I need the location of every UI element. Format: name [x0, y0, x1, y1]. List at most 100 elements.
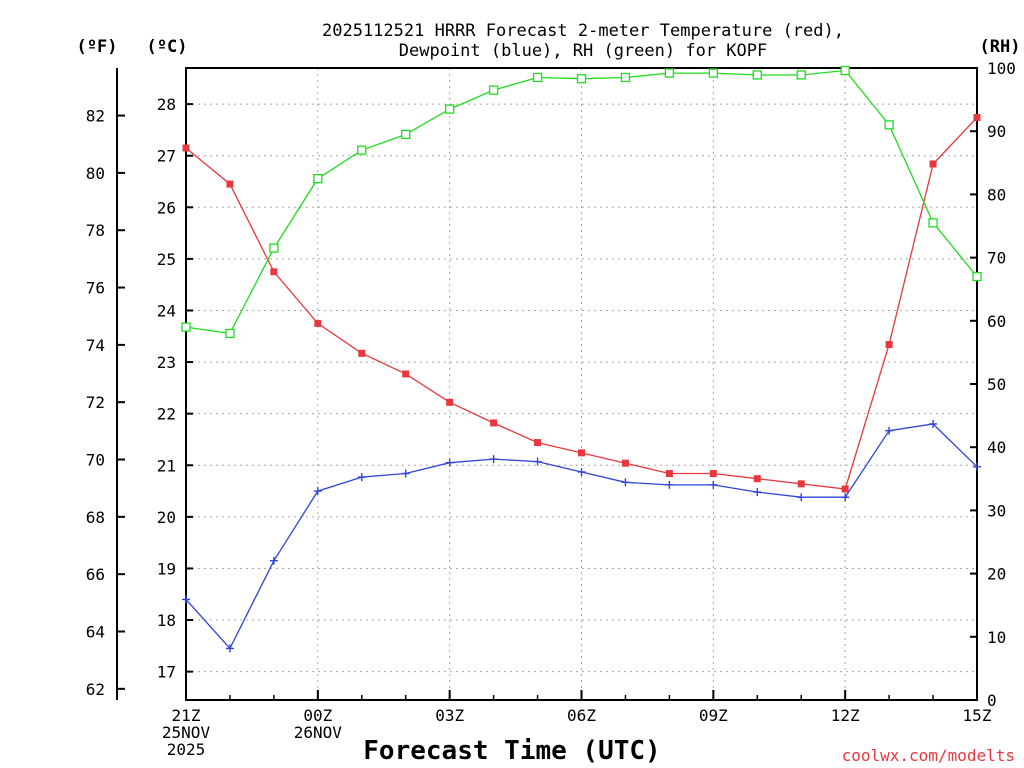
dewpoint-point [929, 419, 938, 428]
celsius-tick-label: 26 [157, 198, 176, 217]
dewpoint-point [401, 469, 410, 478]
dewpoint-point [577, 467, 586, 476]
x-tick-label: 00Z [303, 706, 332, 725]
celsius-tick-label: 22 [157, 405, 176, 424]
celsius-tick-label: 20 [157, 508, 176, 527]
temperature-point [665, 470, 673, 478]
rh-tick-label: 50 [987, 375, 1006, 394]
rh-point [445, 104, 455, 114]
temperature-point [182, 144, 190, 152]
fahrenheit-axis-unit: (ºF) [77, 37, 118, 57]
fahrenheit-tick-label: 66 [86, 565, 105, 584]
dewpoint-point [313, 487, 322, 496]
x-tick-label: 2025 [167, 740, 206, 759]
fahrenheit-tick-label: 80 [86, 164, 105, 183]
celsius-tick-label: 19 [157, 559, 176, 578]
dewpoint-point [665, 480, 674, 489]
x-tick-label: 06Z [567, 706, 596, 725]
temperature-point [446, 398, 454, 406]
dewpoint-point [269, 556, 278, 565]
fahrenheit-tick-label: 82 [86, 107, 105, 126]
dewpoint-point [621, 478, 630, 487]
rh-tick-label: 60 [987, 312, 1006, 331]
rh-point [928, 218, 938, 228]
x-tick-label: 21Z [172, 706, 201, 725]
temperature-point [621, 459, 629, 467]
fahrenheit-tick-label: 68 [86, 508, 105, 527]
temperature-point [490, 419, 498, 427]
temperature-point [534, 439, 542, 447]
temperature-point [973, 114, 981, 122]
x-tick-label: 09Z [699, 706, 728, 725]
rh-tick-label: 100 [987, 59, 1016, 78]
rh-point [225, 328, 235, 339]
temperature-point [402, 370, 410, 378]
celsius-tick-label: 24 [157, 301, 176, 320]
plot-frame [185, 67, 978, 701]
x-tick-label: 03Z [435, 706, 464, 725]
fahrenheit-tick-label: 74 [86, 336, 105, 355]
celsius-tick-label: 28 [157, 95, 176, 114]
rh-point [972, 271, 982, 282]
rh-point [884, 120, 894, 130]
rh-point [840, 65, 850, 76]
temperature-point [270, 268, 278, 276]
dewpoint-point [533, 457, 542, 466]
temperature-point [797, 480, 805, 488]
rh-axis-unit: (RH) [980, 37, 1021, 57]
rh-point [708, 68, 718, 78]
rh-tick-label: 30 [987, 501, 1006, 520]
fahrenheit-tick-label: 72 [86, 393, 105, 412]
rh-point [313, 173, 323, 184]
temperature-point [841, 485, 849, 493]
chart-title-line2: Dewpoint (blue), RH (green) for KOPF [399, 41, 767, 61]
dewpoint-point [709, 480, 718, 489]
dewpoint-point [841, 493, 850, 502]
dewpoint-point [489, 455, 498, 464]
temperature-point [753, 475, 761, 483]
chart-title-line1: 2025112521 HRRR Forecast 2-meter Tempera… [322, 21, 844, 41]
rh-point [664, 68, 675, 78]
dewpoint-point [973, 462, 981, 471]
rh-tick-label: 70 [987, 249, 1006, 268]
celsius-tick-label: 27 [157, 147, 176, 166]
credit-text: coolwx.com/modelts [842, 746, 1015, 765]
temperature-point [358, 349, 366, 357]
dewpoint-point [753, 488, 762, 497]
rh-point [269, 243, 279, 253]
fahrenheit-tick-label: 76 [86, 279, 105, 298]
x-tick-label: 26NOV [294, 723, 343, 742]
rh-point [488, 85, 499, 95]
rh-point [752, 70, 762, 80]
rh-point [181, 322, 191, 332]
x-tick-label: 12Z [831, 706, 860, 725]
rh-tick-label: 0 [987, 691, 997, 710]
rh-tick-label: 80 [987, 185, 1006, 204]
dewpoint-point [225, 644, 234, 653]
rh-point [576, 74, 587, 84]
celsius-tick-label: 17 [157, 663, 176, 682]
celsius-tick-label: 23 [157, 353, 176, 372]
temperature-point [578, 449, 585, 457]
dewpoint-point [885, 426, 894, 435]
rh-tick-label: 10 [987, 628, 1006, 647]
rh-tick-label: 20 [987, 565, 1006, 584]
fahrenheit-tick-label: 64 [86, 622, 105, 641]
fahrenheit-tick-label: 70 [86, 451, 105, 470]
temperature-point [885, 341, 893, 349]
rh-point [796, 70, 806, 80]
rh-point [620, 72, 631, 83]
celsius-tick-label: 25 [157, 250, 176, 269]
dewpoint-point [357, 473, 366, 482]
dewpoint-point [797, 493, 806, 502]
rh-point [532, 72, 543, 83]
x-axis-title: Forecast Time (UTC) [363, 736, 660, 766]
rh-point [357, 145, 367, 155]
x-tick-label: 15Z [963, 706, 992, 725]
celsius-tick-label: 21 [157, 456, 176, 475]
temperature-point [929, 160, 937, 168]
rh-tick-label: 40 [987, 438, 1006, 457]
temperature-point [226, 180, 234, 188]
